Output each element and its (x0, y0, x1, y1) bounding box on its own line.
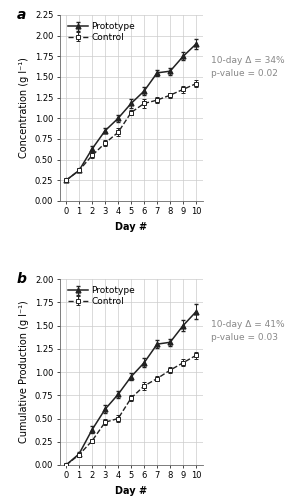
Y-axis label: Cumulative Production (g l⁻¹): Cumulative Production (g l⁻¹) (19, 300, 29, 444)
Y-axis label: Concentration (g l⁻¹): Concentration (g l⁻¹) (19, 58, 29, 158)
X-axis label: Day #: Day # (115, 222, 147, 232)
Text: 10-day Δ = 41%
p-value = 0.03: 10-day Δ = 41% p-value = 0.03 (211, 320, 285, 342)
Text: a: a (17, 8, 26, 22)
X-axis label: Day #: Day # (115, 486, 147, 496)
Text: b: b (17, 272, 27, 285)
Legend: Prototype, Control: Prototype, Control (67, 22, 136, 43)
Legend: Prototype, Control: Prototype, Control (67, 286, 136, 307)
Text: 10-day Δ = 34%
p-value = 0.02: 10-day Δ = 34% p-value = 0.02 (211, 56, 285, 78)
